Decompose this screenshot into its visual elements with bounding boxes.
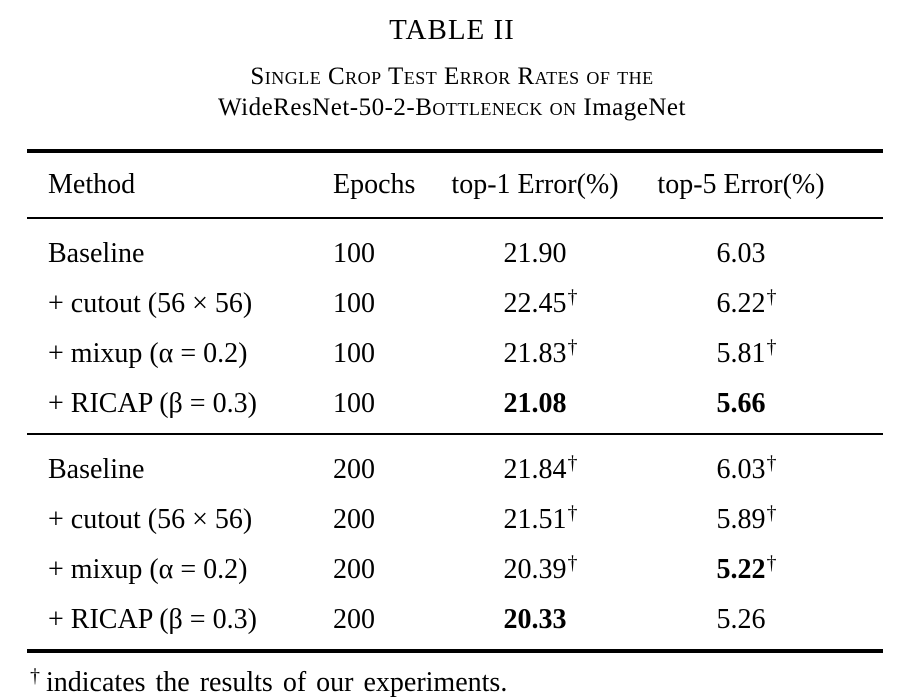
method-cell: + RICAP (β = 0.3) — [48, 604, 257, 635]
method-cell: Baseline — [48, 238, 145, 269]
top1-cell: 21.84† — [503, 452, 578, 485]
top5-cell: 6.03 — [716, 238, 766, 269]
top5-cell: 6.22† — [716, 286, 777, 319]
epochs-cell: 200 — [333, 554, 375, 585]
top1-cell: 21.83† — [503, 336, 578, 369]
top1-cell: 21.08 — [503, 388, 567, 419]
table-row: + RICAP (β = 0.3) 100 21.08 5.66 — [27, 379, 883, 429]
method-cell: + cutout (56 × 56) — [48, 504, 253, 535]
top1-cell: 21.90 — [503, 238, 567, 269]
caption-line1-text: Single Crop Test Error Rates of the — [250, 63, 654, 90]
top1-cell: 20.39† — [503, 552, 578, 585]
table-row: + mixup (α = 0.2) 200 20.39† 5.22† — [27, 545, 883, 595]
top1-cell: 22.45† — [503, 286, 578, 319]
epochs-cell: 100 — [333, 288, 375, 319]
method-cell: + cutout (56 × 56) — [48, 288, 253, 319]
top5-cell: 5.89† — [716, 502, 777, 535]
dagger-symbol: † — [30, 665, 40, 687]
rule-bottom — [27, 649, 883, 653]
table-title: TABLE II — [389, 14, 515, 46]
table-caption: Single Crop Test Error Rates of the Wide… — [0, 61, 904, 123]
table-row: + cutout (56 × 56) 200 21.51† 5.89† — [27, 495, 883, 545]
top5-cell: 5.66 — [716, 388, 766, 419]
header-top5-error: top-5 Error(%) — [657, 169, 825, 200]
caption-line2-prefix: WideResNet-50-2- — [218, 94, 416, 121]
epochs-cell: 100 — [333, 238, 375, 269]
table-block-200-epochs: Baseline 200 21.84† 6.03† + cutout (56 ×… — [27, 435, 883, 649]
table-row: Baseline 100 21.90 6.03 — [27, 229, 883, 279]
table-header-row: Method Epochs top-1 Error(%) top-5 Error… — [27, 153, 883, 217]
table-row: + cutout (56 × 56) 100 22.45† 6.22† — [27, 279, 883, 329]
rule-below-header — [27, 217, 883, 219]
footnote-text: indicates the results of our experiments… — [46, 667, 508, 698]
method-cell: + mixup (α = 0.2) — [48, 554, 248, 585]
caption-line2-suffix: ImageNet — [576, 94, 686, 121]
rule-top — [27, 149, 883, 153]
table-row: + RICAP (β = 0.3) 200 20.33 5.26 — [27, 595, 883, 645]
table-row: Baseline 200 21.84† 6.03† — [27, 445, 883, 495]
epochs-cell: 100 — [333, 388, 375, 419]
epochs-cell: 100 — [333, 338, 375, 369]
method-cell: + mixup (α = 0.2) — [48, 338, 248, 369]
top1-cell: 21.51† — [503, 502, 578, 535]
table-block-100-epochs: Baseline 100 21.90 6.03 + cutout (56 × 5… — [27, 219, 883, 433]
epochs-cell: 200 — [333, 454, 375, 485]
top5-cell: 5.22† — [716, 552, 777, 585]
table-footnote: † indicates the results of our experiment… — [30, 665, 904, 699]
epochs-cell: 200 — [333, 604, 375, 635]
table-row: + mixup (α = 0.2) 100 21.83† 5.81† — [27, 329, 883, 379]
top5-cell: 6.03† — [716, 452, 777, 485]
top5-cell: 5.81† — [716, 336, 777, 369]
top5-cell: 5.26 — [716, 604, 766, 635]
header-top1-error: top-1 Error(%) — [451, 169, 619, 200]
results-table: Method Epochs top-1 Error(%) top-5 Error… — [27, 149, 883, 653]
rule-mid — [27, 433, 883, 435]
caption-line-2: WideResNet-50-2-Bottleneck on ImageNet — [0, 92, 904, 123]
method-cell: Baseline — [48, 454, 145, 485]
method-cell: + RICAP (β = 0.3) — [48, 388, 257, 419]
header-method: Method — [48, 169, 136, 200]
caption-line2-smallcaps: Bottleneck on — [415, 94, 577, 121]
header-epochs: Epochs — [333, 169, 416, 200]
top1-cell: 20.33 — [503, 604, 567, 635]
caption-line-1: Single Crop Test Error Rates of the — [0, 61, 904, 92]
epochs-cell: 200 — [333, 504, 375, 535]
